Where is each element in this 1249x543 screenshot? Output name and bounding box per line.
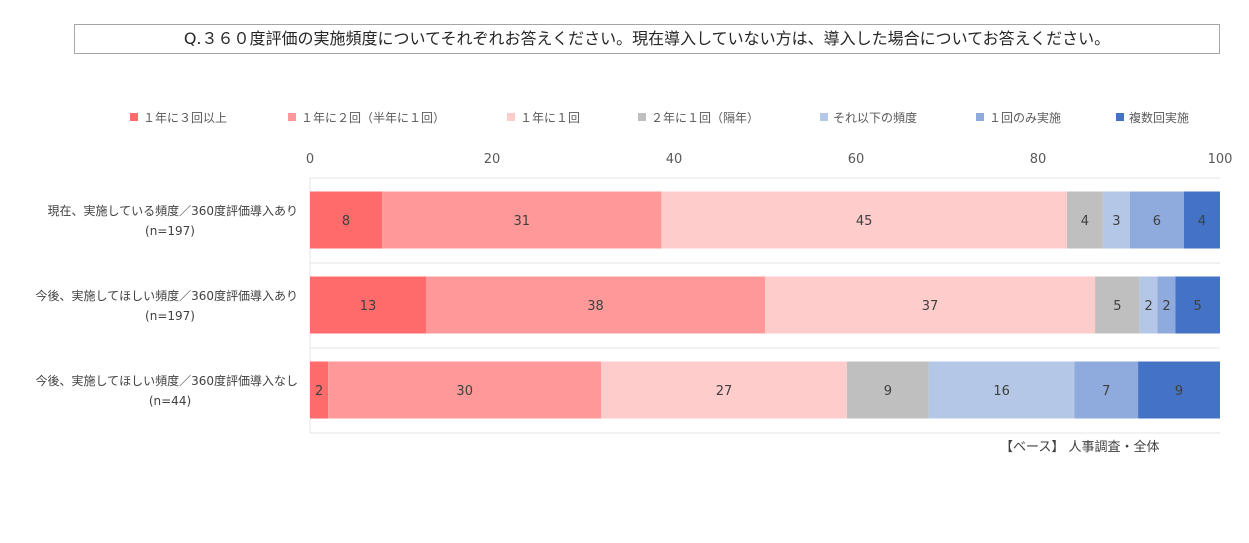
bar-segment bbox=[310, 191, 383, 249]
bar-segment bbox=[310, 361, 329, 419]
data-label: 2 bbox=[315, 384, 323, 399]
category-label: 現在、実施している頻度／360度評価導入あり bbox=[47, 203, 298, 218]
bar-segment bbox=[928, 361, 1075, 419]
legend-label-7: 複数回実施 bbox=[1129, 110, 1189, 125]
data-label: 27 bbox=[716, 384, 733, 399]
category-label: 今後、実施してほしい頻度／360度評価導入あり bbox=[35, 288, 298, 303]
bar-segment bbox=[1157, 276, 1176, 334]
bar-segment bbox=[765, 276, 1096, 334]
bar-segment bbox=[661, 191, 1067, 249]
legend-label-3: １年に１回 bbox=[520, 111, 580, 125]
data-label: 5 bbox=[1113, 299, 1121, 314]
x-tick-label: 60 bbox=[848, 152, 865, 167]
legend-label-1: １年に３回以上 bbox=[143, 111, 227, 125]
x-tick-label: 100 bbox=[1208, 152, 1233, 167]
x-tick-label: 0 bbox=[306, 152, 314, 167]
bar-segment bbox=[1066, 191, 1103, 249]
legend-swatch-3 bbox=[507, 113, 515, 121]
bar-segment bbox=[328, 361, 602, 419]
category-n-label: (n=197) bbox=[145, 224, 195, 238]
legend-swatch-1 bbox=[130, 113, 138, 121]
category-n-label: (n=44) bbox=[149, 394, 191, 408]
bar-segment bbox=[1138, 361, 1220, 419]
legend-label-2: １年に２回（半年に１回） bbox=[301, 111, 445, 125]
bar-segment bbox=[310, 276, 426, 334]
bar-segment bbox=[382, 191, 662, 249]
data-label: 2 bbox=[1162, 299, 1170, 314]
legend-label-6: １回のみ実施 bbox=[989, 110, 1061, 125]
bar-segment bbox=[1095, 276, 1140, 334]
question-title: Q.３６０度評価の実施頻度についてそれぞれお答えください。現在導入していない方は… bbox=[74, 24, 1220, 54]
bar-segment bbox=[1074, 361, 1139, 419]
data-label: 38 bbox=[587, 299, 604, 314]
legend-swatch-2 bbox=[288, 113, 296, 121]
legend-label-5: それ以下の頻度 bbox=[833, 110, 917, 125]
x-tick-label: 40 bbox=[666, 152, 683, 167]
data-label: 9 bbox=[884, 384, 892, 399]
x-tick-label: 80 bbox=[1030, 152, 1047, 167]
data-label: 9 bbox=[1175, 384, 1183, 399]
base-note: 【ベース】 人事調査・全体 bbox=[1000, 440, 1160, 455]
data-label: 5 bbox=[1194, 299, 1202, 314]
legend-label-4: ２年に１回（隔年） bbox=[651, 111, 759, 125]
data-label: 16 bbox=[993, 384, 1010, 399]
legend-swatch-5 bbox=[820, 113, 828, 121]
legend-swatch-6 bbox=[976, 113, 984, 121]
data-label: 8 bbox=[342, 214, 350, 229]
legend-swatch-7 bbox=[1116, 113, 1124, 121]
category-n-label: (n=197) bbox=[145, 309, 195, 323]
bar-segment bbox=[1139, 276, 1158, 334]
data-label: 4 bbox=[1081, 214, 1089, 229]
data-label: 31 bbox=[513, 214, 530, 229]
data-label: 6 bbox=[1153, 214, 1161, 229]
category-label: 今後、実施してほしい頻度／360度評価導入なし bbox=[35, 373, 298, 388]
bar-segment bbox=[1183, 191, 1220, 249]
bar-segment bbox=[601, 361, 847, 419]
data-label: 30 bbox=[456, 384, 473, 399]
data-label: 2 bbox=[1144, 299, 1152, 314]
bar-segment bbox=[1102, 191, 1130, 249]
bar-segment bbox=[1129, 191, 1184, 249]
bar-segment bbox=[846, 361, 929, 419]
data-label: 45 bbox=[856, 214, 873, 229]
bar-segment bbox=[425, 276, 765, 334]
data-label: 7 bbox=[1102, 384, 1110, 399]
legend-swatch-4 bbox=[638, 113, 646, 121]
data-label: 4 bbox=[1198, 214, 1206, 229]
x-tick-label: 20 bbox=[484, 152, 501, 167]
data-label: 3 bbox=[1112, 214, 1120, 229]
bar-segment bbox=[1175, 276, 1220, 334]
data-label: 13 bbox=[360, 299, 377, 314]
data-label: 37 bbox=[922, 299, 939, 314]
